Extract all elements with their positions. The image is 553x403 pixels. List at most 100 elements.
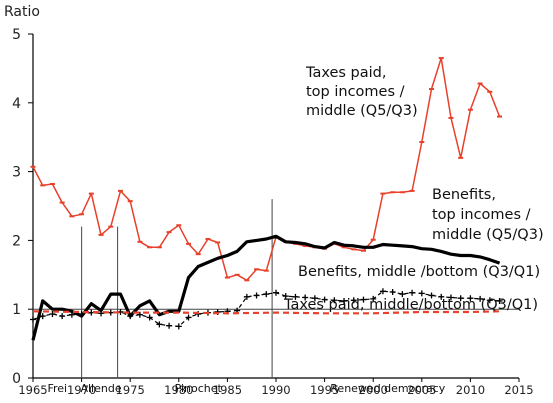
series-label: Benefits, middle /bottom (Q3/Q1)	[298, 264, 540, 280]
x-tick-label: 1970	[67, 383, 96, 397]
series-label: middle (Q5/Q3)	[432, 227, 544, 243]
series-labels: Taxes paid, top incomes / middle (Q5/Q3) Be…	[283, 65, 544, 313]
series-4	[32, 310, 500, 315]
data-point	[457, 295, 464, 302]
series-line	[31, 234, 501, 341]
data-point	[379, 288, 386, 295]
data-point	[418, 290, 425, 297]
data-point	[68, 311, 75, 318]
series-2	[31, 234, 501, 341]
data-point	[195, 253, 201, 256]
data-point	[448, 116, 454, 119]
series-3	[30, 288, 503, 330]
data-point	[146, 314, 153, 321]
y-tick-label: 2	[12, 233, 21, 249]
data-point	[137, 240, 143, 243]
data-point	[487, 90, 493, 93]
era-label: Frei	[47, 382, 67, 395]
data-point	[360, 249, 366, 252]
data-point	[254, 268, 260, 271]
axes: 0 1 2 3 4 5 1965 1970 1975 1980 1985 1990 1995 2000 20…	[12, 27, 534, 397]
y-tick-label: 5	[12, 27, 21, 43]
data-point	[108, 225, 114, 228]
x-tick-label: 2005	[407, 383, 436, 397]
data-point	[350, 297, 357, 304]
data-point	[399, 191, 405, 194]
y-tick-label: 0	[12, 371, 21, 387]
y-tick-label: 3	[12, 165, 21, 181]
data-point	[292, 293, 299, 300]
series-label: Benefits,	[432, 187, 496, 203]
data-point	[243, 293, 250, 300]
data-point	[175, 323, 182, 330]
data-point	[380, 192, 386, 195]
data-point	[438, 293, 445, 300]
series-group	[30, 57, 503, 341]
data-point	[341, 297, 348, 304]
y-axis-title: Ratio	[4, 4, 40, 20]
era-labels: Frei Allende Pinochet Renewed democracy	[47, 382, 445, 395]
x-tick-label: 2010	[456, 383, 485, 397]
data-point	[331, 297, 338, 304]
data-point	[185, 314, 192, 321]
x-tick-label: 1985	[213, 383, 242, 397]
data-point	[467, 108, 473, 111]
data-point	[253, 292, 260, 299]
series-label: top incomes /	[306, 84, 405, 100]
data-point	[78, 311, 85, 318]
data-point	[282, 293, 289, 300]
x-tick-label: 1990	[261, 383, 290, 397]
data-point	[438, 57, 444, 60]
series-line	[32, 57, 501, 282]
data-point	[117, 189, 123, 192]
data-point	[360, 296, 367, 303]
data-point	[429, 88, 435, 91]
data-point	[409, 289, 416, 296]
y-tick-label: 1	[12, 302, 21, 318]
x-tick-label: 1975	[116, 383, 145, 397]
data-point	[156, 246, 162, 249]
data-point	[69, 215, 75, 218]
data-point	[399, 291, 406, 298]
data-point	[49, 182, 55, 185]
data-point	[263, 269, 269, 272]
x-tick-label: 1995	[310, 383, 339, 397]
data-point	[467, 295, 474, 302]
data-point	[176, 224, 182, 227]
data-point	[458, 156, 464, 159]
series-label: Taxes paid,	[305, 65, 387, 81]
series-label: top incomes /	[432, 207, 531, 223]
data-point	[127, 200, 133, 203]
data-point	[321, 296, 328, 303]
data-point	[496, 297, 503, 304]
data-point	[136, 311, 143, 318]
data-point	[147, 246, 153, 249]
data-point	[224, 276, 230, 279]
data-point	[390, 191, 396, 194]
data-point	[59, 313, 66, 320]
data-point	[302, 294, 309, 301]
data-point	[311, 295, 318, 302]
data-point	[166, 322, 173, 329]
data-point	[166, 231, 172, 234]
data-point	[215, 241, 221, 244]
x-tick-label: 1965	[18, 383, 47, 397]
data-point	[341, 246, 347, 249]
data-point	[273, 289, 279, 296]
data-point	[389, 289, 396, 295]
data-point	[59, 201, 65, 204]
data-point	[419, 141, 425, 144]
data-point	[30, 165, 36, 168]
data-point	[186, 242, 192, 245]
data-point	[234, 273, 240, 276]
series-1	[30, 57, 503, 282]
data-point	[497, 115, 503, 118]
data-point	[88, 192, 94, 195]
data-point	[428, 292, 435, 299]
data-point	[30, 316, 36, 323]
data-point	[40, 184, 46, 187]
y-axis-label: Ratio	[4, 4, 40, 20]
data-point	[351, 248, 357, 251]
data-point	[477, 82, 483, 85]
